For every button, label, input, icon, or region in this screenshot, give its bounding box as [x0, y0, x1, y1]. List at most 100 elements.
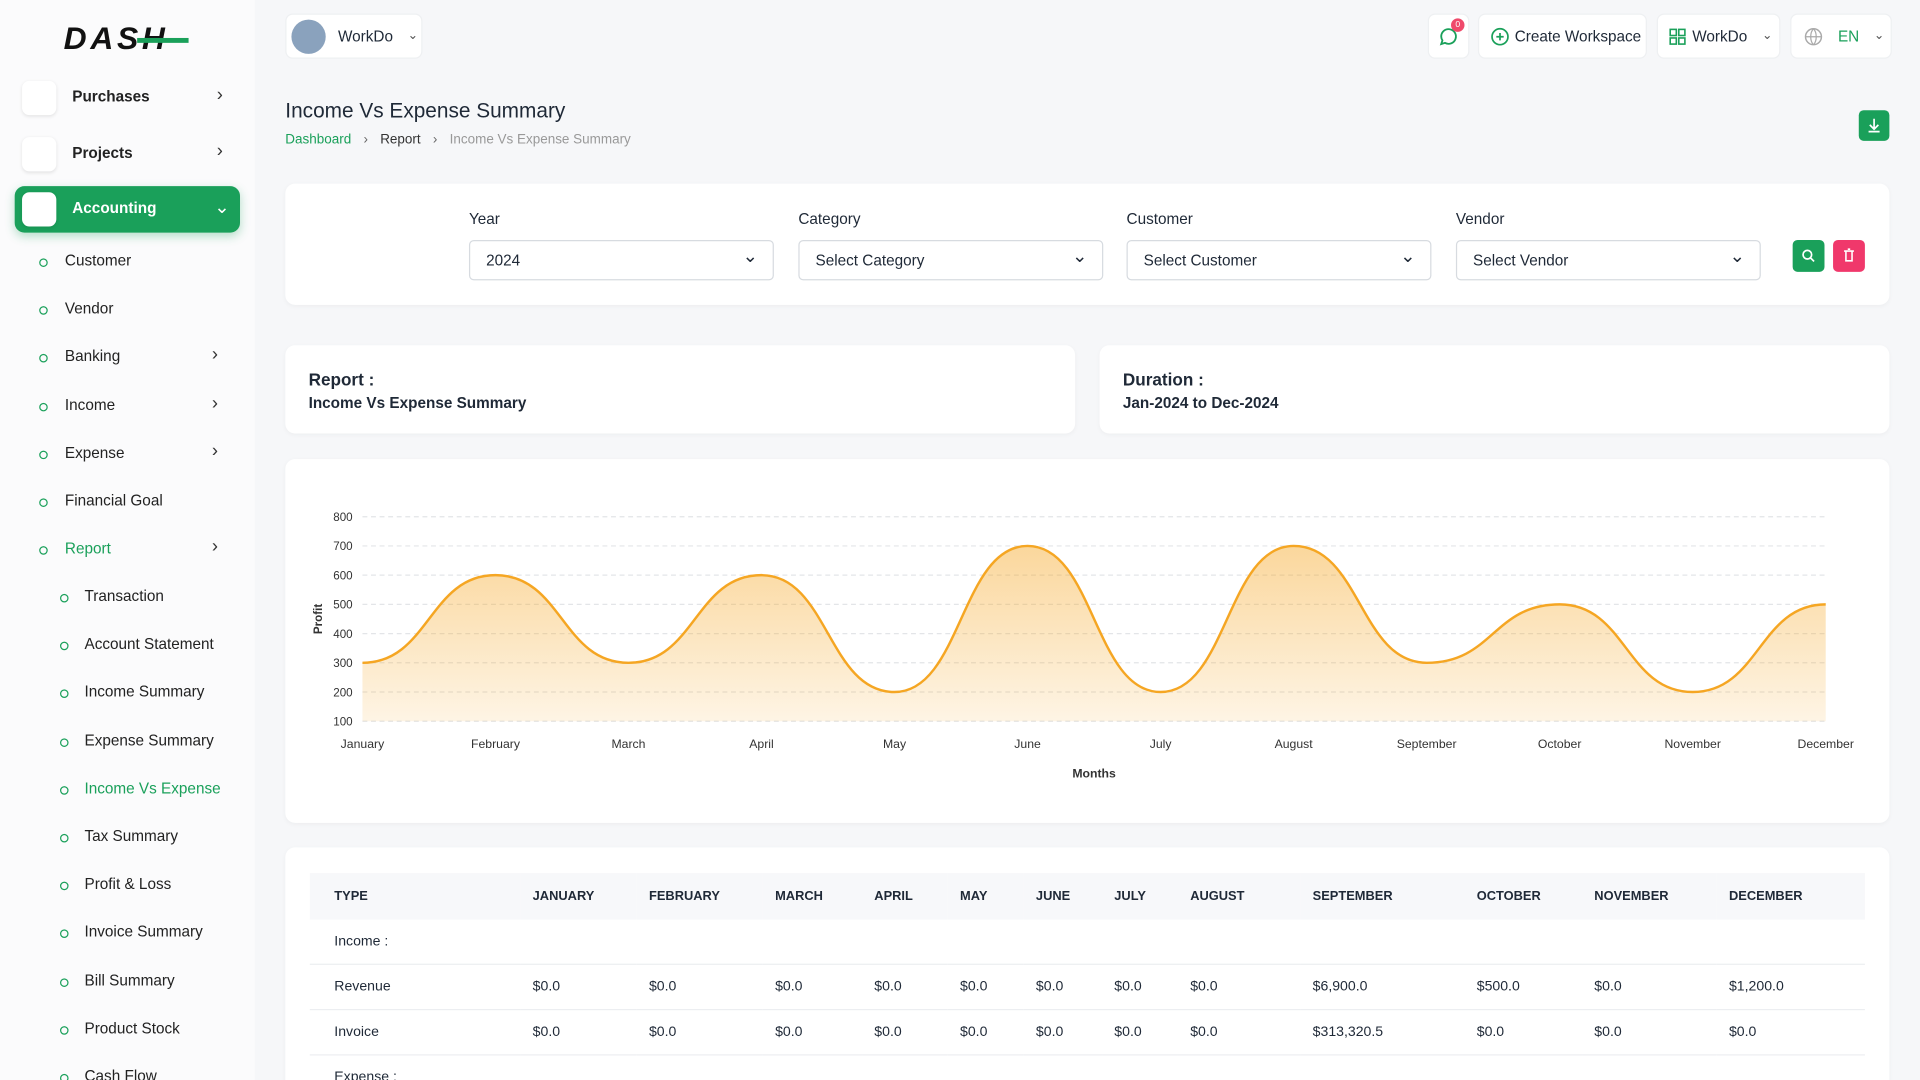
column-header: JUNE: [1024, 873, 1102, 920]
table-header: TYPEJANUARYFEBRUARYMARCHAPRILMAYJUNEJULY…: [310, 873, 1865, 920]
submenu-item[interactable]: Profit & Loss: [84, 876, 171, 893]
y-tick-label: 800: [333, 511, 353, 524]
y-tick-label: 200: [333, 686, 353, 699]
table-cell: $0.0: [637, 964, 763, 1009]
table-cell-empty: [862, 1055, 948, 1080]
submenu-item[interactable]: Financial Goal: [65, 492, 163, 509]
x-tick-label: March: [611, 737, 645, 751]
table-cell: $0.0: [763, 964, 862, 1009]
y-tick-label: 100: [333, 716, 353, 729]
table-cell: $0.0: [520, 1010, 636, 1055]
submenu-item[interactable]: Report: [65, 540, 111, 557]
chevron: ›: [217, 84, 223, 105]
submenu-item[interactable]: Account Statement: [84, 636, 213, 653]
table-cell: $0.0: [1582, 964, 1717, 1009]
table-cell-empty: [1024, 1055, 1102, 1080]
chevron: ›: [212, 537, 218, 558]
submenu-item[interactable]: Expense Summary: [84, 732, 213, 749]
filter-select[interactable]: 2024⌄: [469, 240, 774, 280]
table-cell-empty: [520, 920, 636, 965]
submenu-item[interactable]: Bill Summary: [84, 972, 174, 989]
table-cell-empty: [948, 1055, 1024, 1080]
submenu-item[interactable]: Tax Summary: [84, 828, 178, 845]
table-row: Invoice$0.0$0.0$0.0$0.0$0.0$0.0$0.0$0.0$…: [310, 1010, 1865, 1055]
column-header: AUGUST: [1178, 873, 1300, 920]
submenu-item[interactable]: Vendor: [65, 300, 114, 317]
table-cell: $6,900.0: [1300, 964, 1464, 1009]
submenu-item[interactable]: Expense: [65, 444, 125, 461]
submenu-item[interactable]: Transaction: [84, 588, 163, 605]
filter-select[interactable]: Select Category⌄: [798, 240, 1103, 280]
table-cell-empty: [1024, 920, 1102, 965]
x-tick-label: November: [1664, 737, 1720, 751]
table-cell-empty: [520, 1055, 636, 1080]
menu-icon: [22, 192, 56, 226]
bullet: [60, 594, 69, 603]
table-cell-empty: [1582, 1055, 1717, 1080]
submenu-item[interactable]: Invoice Summary: [84, 924, 202, 941]
menu-item[interactable]: Accounting: [72, 200, 156, 217]
table-cell-empty: [1464, 1055, 1582, 1080]
x-tick-label: August: [1275, 737, 1314, 751]
table-cell: $0.0: [1178, 964, 1300, 1009]
caret: ⌄: [1729, 245, 1744, 267]
table-cell-empty: [1178, 1055, 1300, 1080]
menu-icon: [22, 137, 56, 171]
submenu-item[interactable]: Income: [65, 396, 115, 413]
bullet: [60, 834, 69, 843]
filter-value: Select Vendor: [1473, 252, 1568, 269]
filter-select[interactable]: Select Vendor ⌄: [1456, 240, 1761, 280]
column-header: MARCH: [763, 873, 862, 920]
x-tick-label: February: [471, 737, 521, 751]
submenu-item[interactable]: Customer: [65, 252, 131, 269]
table-cell-empty: [1102, 1055, 1178, 1080]
table-cell-empty: [637, 920, 763, 965]
column-header: DECEMBER: [1717, 873, 1865, 920]
filter-label: Vendor: [1456, 211, 1505, 228]
table-cell: $0.0: [1024, 964, 1102, 1009]
table-cell: Expense :: [310, 1055, 521, 1080]
submenu-item[interactable]: Product Stock: [84, 1020, 179, 1037]
chevron: ›: [212, 441, 218, 462]
bullet: [60, 1026, 69, 1035]
table-cell: $0.0: [1102, 964, 1178, 1009]
x-tick-label: April: [749, 737, 773, 751]
column-header: APRIL: [862, 873, 948, 920]
menu-item[interactable]: Purchases: [72, 88, 149, 105]
column-header: OCTOBER: [1464, 873, 1582, 920]
table-card: TYPEJANUARYFEBRUARYMARCHAPRILMAYJUNEJULY…: [285, 847, 1889, 1080]
table-cell: $0.0: [1464, 1010, 1582, 1055]
table-cell: $0.0: [948, 1010, 1024, 1055]
filter-select[interactable]: Select Customer⌄: [1127, 240, 1432, 280]
table-cell-empty: [1717, 1055, 1865, 1080]
column-header: JANUARY: [520, 873, 636, 920]
table-cell-empty: [948, 920, 1024, 965]
column-header: SEPTEMBER: [1300, 873, 1464, 920]
caret: ⌄: [1400, 245, 1415, 267]
submenu-item[interactable]: Cash Flow: [84, 1068, 156, 1080]
table-cell-empty: [1464, 920, 1582, 965]
menu-item[interactable]: Projects: [72, 144, 132, 161]
x-tick-label: May: [883, 737, 907, 751]
table-cell: $0.0: [1102, 1010, 1178, 1055]
table-cell: Invoice: [310, 1010, 521, 1055]
column-header: FEBRUARY: [637, 873, 763, 920]
table-cell-empty: [763, 920, 862, 965]
submenu-item[interactable]: Income Vs Expense: [84, 780, 220, 797]
table-cell: Revenue: [310, 964, 521, 1009]
x-tick-label: October: [1538, 737, 1582, 751]
column-header: MAY: [948, 873, 1024, 920]
bullet: [39, 402, 48, 411]
submenu-item[interactable]: Banking: [65, 348, 120, 365]
x-tick-label: December: [1797, 737, 1853, 751]
filter-label: Category: [798, 211, 860, 228]
table-cell: $0.0: [1178, 1010, 1300, 1055]
table-cell-empty: [763, 1055, 862, 1080]
x-axis-title: Months: [1072, 767, 1116, 781]
x-tick-label: September: [1397, 737, 1457, 751]
submenu-item[interactable]: Income Summary: [84, 684, 204, 701]
caret: ⌄: [1072, 245, 1087, 267]
y-tick-label: 300: [333, 657, 353, 670]
column-header: JULY: [1102, 873, 1178, 920]
